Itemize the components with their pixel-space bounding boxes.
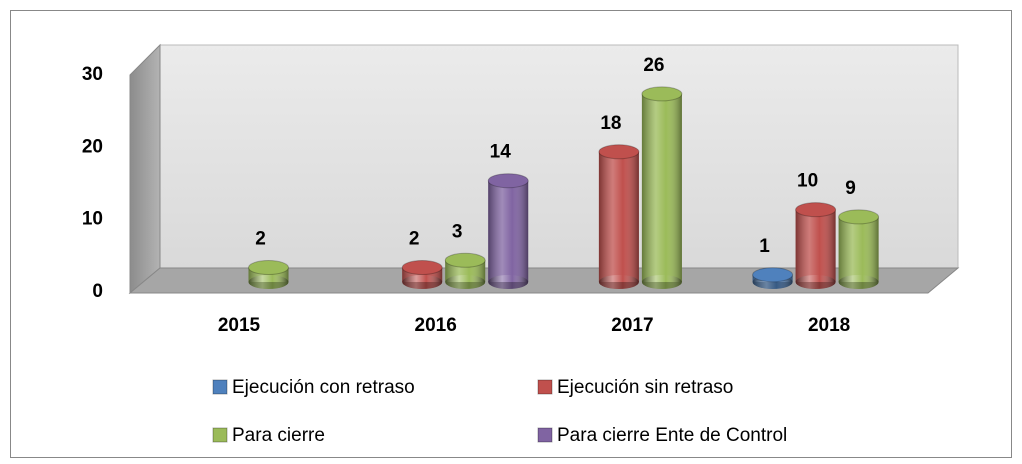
legend-label: Ejecución con retraso [232,377,415,398]
x-tick-label: 2015 [218,315,261,336]
side-wall [129,43,161,295]
bar-bottom-edge [445,275,486,289]
floor [128,267,960,294]
legend-swatch [537,427,553,443]
bar-bottom-edge [838,275,879,289]
data-label: 9 [845,178,856,199]
bar-top [248,260,289,276]
bar [248,260,289,289]
data-label: 18 [600,113,621,134]
bar-top [752,267,794,283]
bar-bottom-edge [598,275,639,289]
y-tick-label: 0 [92,281,103,302]
bar-bottom-edge [248,275,289,289]
bar [444,252,486,289]
legend-label: Ejecución sin retraso [557,377,733,398]
bar-shade [641,93,682,282]
bar [401,260,443,289]
bar-top [598,144,640,160]
y-tick-label: 30 [82,64,103,85]
legend-swatch [537,379,553,395]
bar-shade [838,216,879,282]
bar-shade [598,151,639,282]
bar [598,144,640,289]
bar-top [795,202,837,218]
x-tick-label: 2016 [415,315,457,336]
data-label: 26 [643,55,664,76]
bar-top [838,209,880,225]
bar-shade [795,209,836,282]
data-label: 10 [797,171,818,192]
bar-bottom-edge [402,275,443,289]
bar [641,86,683,289]
bar-top [487,173,529,189]
legend-swatch [212,427,228,443]
data-label: 3 [452,221,463,242]
bar-bottom-edge [488,275,529,289]
bar-bottom-edge [795,275,836,289]
bar [838,209,880,289]
bar [795,202,837,289]
y-tick-label: 20 [82,136,103,157]
x-tick-label: 2018 [808,315,850,336]
legend-label: Para cierre Ente de Control [557,425,787,446]
bar-top [641,86,683,102]
data-label: 1 [759,236,770,257]
data-label: 2 [255,229,266,250]
bar-top [444,252,486,268]
x-tick-label: 2017 [611,315,653,336]
legend-label: Para cierre [232,425,325,446]
data-label: 14 [490,142,512,163]
bar-top [401,260,443,276]
back-wall [159,44,959,269]
bar [752,267,794,289]
bar-bottom-edge [641,275,682,289]
legend-swatch [212,379,228,395]
bar [487,173,529,289]
y-tick-label: 10 [82,209,103,230]
data-label: 2 [409,229,420,250]
bar-shade [488,180,529,282]
